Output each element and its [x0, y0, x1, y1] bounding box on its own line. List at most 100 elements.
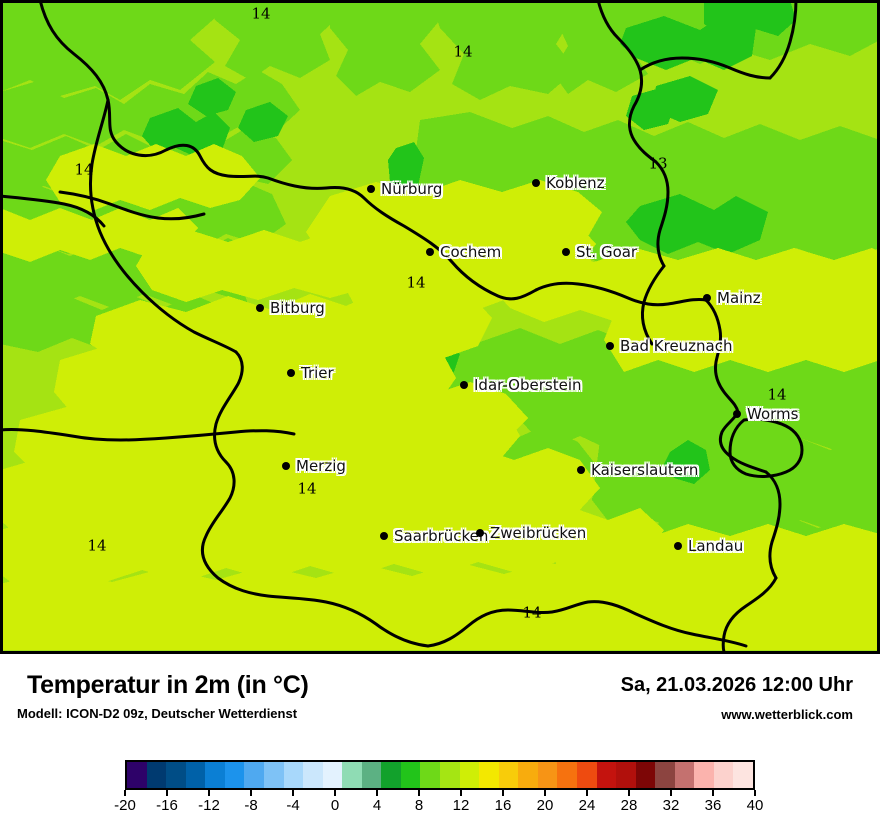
colorbar-swatch — [498, 762, 519, 788]
colorbar-swatch — [263, 762, 284, 788]
colorbar-tick-label: 12 — [452, 797, 470, 814]
colorbar-tick — [544, 790, 546, 796]
isoline-label: 14 — [767, 385, 787, 404]
colorbar-tick-labels: -20 -16 -12 -8 -4 0 4 8 12 16 20 24 28 32 36 40 — [114, 796, 763, 818]
city-label: Saarbrücken — [394, 527, 489, 545]
colorbar-swatch — [283, 762, 304, 788]
isoline-label: 14 — [522, 603, 542, 622]
colorbar-tick — [376, 790, 378, 796]
page-title: Temperatur in 2m (in °C) — [27, 671, 309, 699]
isoline-label: 14 — [406, 273, 426, 292]
city-label: Merzig — [296, 457, 346, 475]
city-dot-icon — [733, 410, 741, 418]
colorbar-swatch — [244, 762, 264, 788]
colorbar-tick-label: -16 — [156, 797, 178, 814]
colorbar-tick — [418, 790, 420, 796]
city-label: Kaiserslautern — [591, 461, 699, 479]
colorbar-tick — [754, 790, 756, 796]
city-label: Bad Kreuznach — [620, 337, 733, 355]
colorbar-tick — [208, 790, 210, 796]
colorbar-tick-label: -8 — [244, 797, 258, 814]
colorbar-swatch — [146, 762, 167, 788]
colorbar-tick-label: 20 — [536, 797, 554, 814]
administrative-borders — [0, 0, 804, 654]
city-dot-icon — [606, 342, 614, 350]
colorbar-swatch — [459, 762, 480, 788]
field-band-warm — [0, 144, 880, 650]
colorbar-swatch — [185, 762, 206, 788]
isoline-label: 14 — [297, 479, 317, 498]
isoline-label: 14 — [87, 536, 107, 555]
colorbar-swatch — [694, 762, 714, 788]
colorbar-swatch — [557, 762, 577, 788]
colorbar-swatch — [205, 762, 225, 788]
city-label: St. Goar — [576, 243, 638, 261]
isoline-label: 14 — [74, 160, 94, 179]
model-subtitle: Modell: ICON-D2 09z, Deutscher Wetterdie… — [17, 706, 298, 721]
colorbar-swatch — [576, 762, 597, 788]
city-dot-icon — [562, 248, 570, 256]
colorbar-tick-label: -12 — [198, 797, 220, 814]
colorbar-tick-label: -4 — [286, 797, 300, 814]
colorbar-swatch — [616, 762, 636, 788]
colorbar-tick-label: 28 — [620, 797, 638, 814]
colorbar-swatch — [322, 762, 343, 788]
colorbar-tick-label: -20 — [114, 797, 136, 814]
colorbar-swatch — [674, 762, 695, 788]
colorbar-swatch — [635, 762, 656, 788]
city-dot-icon — [674, 542, 682, 550]
colorbar-swatch — [361, 762, 382, 788]
colorbar-tick — [124, 790, 126, 796]
colorbar-tick — [292, 790, 294, 796]
colorbar-swatch — [303, 762, 323, 788]
colorbar-swatch — [479, 762, 499, 788]
city-label: Mainz — [717, 289, 761, 307]
colorbar-swatch — [713, 762, 734, 788]
colorbar-swatch — [733, 762, 753, 788]
colorbar-swatch — [166, 762, 186, 788]
colorbar-swatch — [537, 762, 558, 788]
city-dot-icon — [577, 466, 585, 474]
city-dot-icon — [380, 532, 388, 540]
city-dot-icon — [282, 462, 290, 470]
city-label: Zweibrücken — [490, 524, 587, 542]
colorbar-swatches — [125, 760, 755, 790]
valid-timestamp: Sa, 21.03.2026 12:00 Uhr — [620, 674, 853, 696]
colorbar-swatch — [127, 762, 147, 788]
colorbar-swatch — [381, 762, 401, 788]
site-url: www.wetterblick.com — [721, 707, 853, 722]
colorbar-tick — [586, 790, 588, 796]
city-label: Nürburg — [381, 180, 443, 198]
city-dot-icon — [476, 529, 484, 537]
colorbar-tick — [334, 790, 336, 796]
city-label: Trier — [301, 364, 334, 382]
colorbar-tick-label: 36 — [704, 797, 722, 814]
city-dot-icon — [532, 179, 540, 187]
isoline-label: 14 — [251, 4, 271, 23]
colorbar-tick-label: 4 — [372, 797, 382, 814]
colorbar-swatch — [440, 762, 460, 788]
colorbar-swatch — [518, 762, 538, 788]
temperature-colorbar[interactable]: -20 -16 -12 -8 -4 0 4 8 12 16 20 24 28 32 36 40 — [114, 760, 763, 826]
colorbar-tick-label: 32 — [662, 797, 680, 814]
colorbar-swatch — [224, 762, 245, 788]
city-label: Bitburg — [270, 299, 325, 317]
isoline-label: 13 — [648, 154, 668, 173]
city-label: Worms — [747, 405, 799, 423]
colorbar-tick-label: 8 — [414, 797, 424, 814]
isoline-label: 14 — [453, 42, 473, 61]
map-footer: Temperatur in 2m (in °C) Modell: ICON-D2… — [0, 654, 880, 830]
colorbar-swatch — [596, 762, 617, 788]
city-dot-icon — [287, 369, 295, 377]
colorbar-tick-label: 24 — [578, 797, 596, 814]
city-label: Koblenz — [546, 174, 605, 192]
city-label: Cochem — [440, 243, 502, 261]
colorbar-tick-label: 40 — [746, 797, 764, 814]
colorbar-tick — [502, 790, 504, 796]
temperature-map[interactable]: 14 14 14 13 14 14 14 14 14 Nürburg Koble… — [0, 0, 880, 654]
city-dot-icon — [256, 304, 264, 312]
colorbar-tick — [166, 790, 168, 796]
colorbar-tick — [712, 790, 714, 796]
colorbar-tick — [670, 790, 672, 796]
